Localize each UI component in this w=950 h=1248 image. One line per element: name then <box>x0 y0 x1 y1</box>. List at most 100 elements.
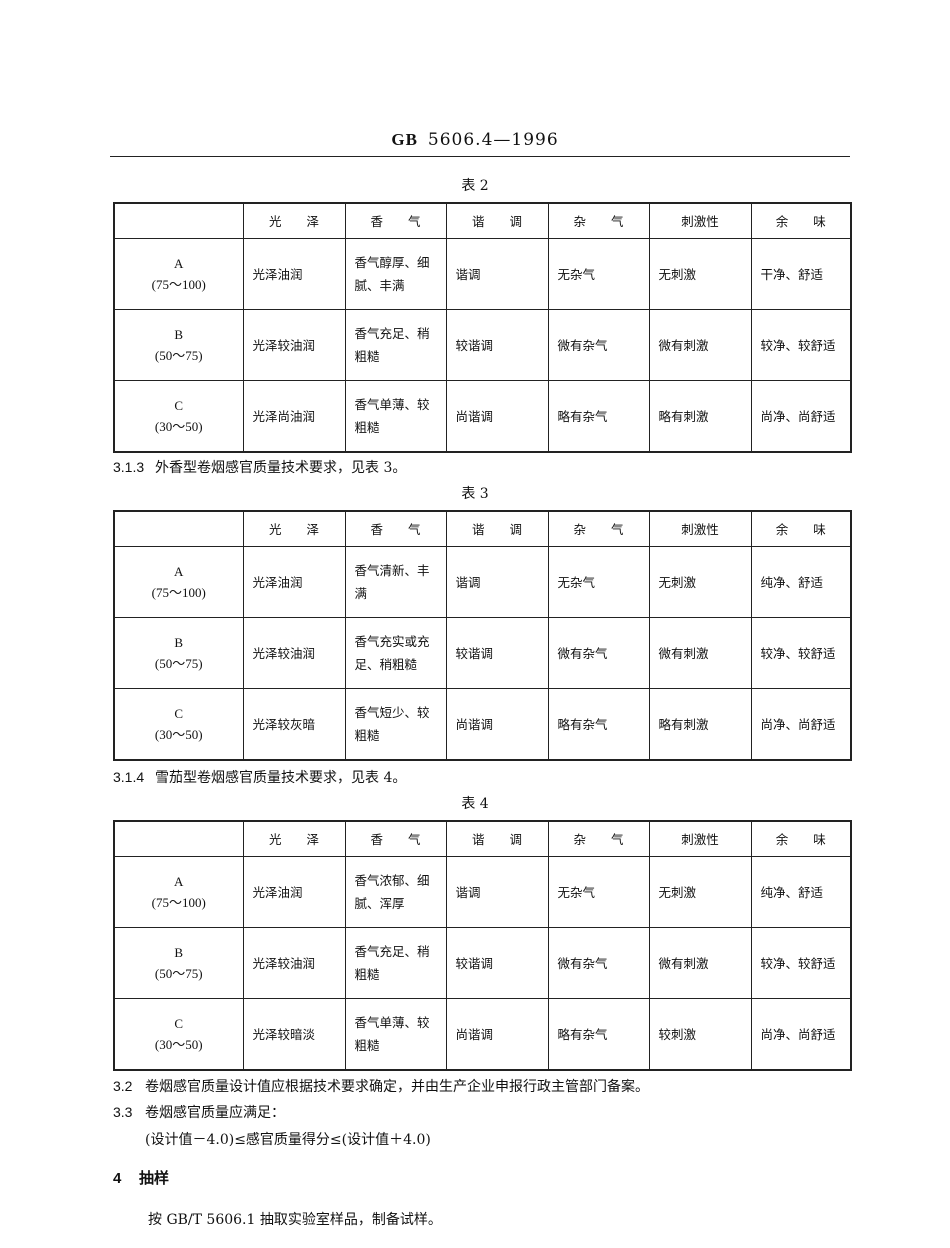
column-header: 香 气 <box>344 510 447 547</box>
grade-cell: C (30～50) <box>113 380 244 453</box>
table-cell: 略有杂气 <box>547 688 650 761</box>
table-cell: 微有杂气 <box>547 309 650 381</box>
header-code: 5606.4—1996 <box>427 130 559 150</box>
column-header: 刺激性 <box>648 510 752 547</box>
table-3-caption: 表 3 <box>461 486 489 502</box>
grade-range: (75～100) <box>151 585 206 600</box>
grade-label: B <box>174 635 184 650</box>
table-cell: 光泽油润 <box>242 546 346 618</box>
paragraph-3-1-3: 3.1.3 外香型卷烟感官质量技术要求，见表 3。 <box>113 457 406 477</box>
table-row: B (50～75) 光泽较油润 香气充实或充足、稍粗糙 较谐调 微有杂气 微有刺激 较净、较舒… <box>113 617 852 689</box>
table-cell: 香气充实或充足、稍粗糙 <box>344 617 447 689</box>
table-cell: 微有刺激 <box>648 927 752 999</box>
table-cell: 香气浓郁、细腻、浑厚 <box>344 856 447 928</box>
grade-label: C <box>174 706 184 721</box>
table-row: A (75～100) 光泽油润 香气浓郁、细腻、浑厚 谐调 无杂气 无刺激 纯净、舒适 <box>113 856 852 928</box>
table-cell: 尚谐调 <box>445 998 549 1071</box>
table-cell: 微有杂气 <box>547 617 650 689</box>
table-cell: 尚净、尚舒适 <box>750 380 852 453</box>
grade-cell: B (50～75) <box>113 309 244 381</box>
table-cell: 光泽较暗淡 <box>242 998 346 1071</box>
table-cell: 较净、较舒适 <box>750 617 852 689</box>
table-cell: 较刺激 <box>648 998 752 1071</box>
table-cell: 无刺激 <box>648 546 752 618</box>
table-cell: 香气清新、丰满 <box>344 546 447 618</box>
column-header <box>113 202 244 239</box>
table-cell: 尚谐调 <box>445 688 549 761</box>
grade-label: B <box>174 327 184 342</box>
grade-range: (30～50) <box>154 727 203 742</box>
header-row: 光 泽香 气谐 调杂 气刺激性余 味 <box>113 510 852 547</box>
table-3: 光 泽香 气谐 调杂 气刺激性余 味 A (75～100) 光泽油润 香气清新、丰满 谐调… <box>113 510 852 761</box>
table-cell: 略有刺激 <box>648 688 752 761</box>
paragraph-3-3: 3.3 卷烟感官质量应满足： <box>113 1102 285 1122</box>
section-number: 4 <box>113 1170 122 1187</box>
table-cell: 微有刺激 <box>648 617 752 689</box>
table-cell: 光泽较灰暗 <box>242 688 346 761</box>
section-4-heading: 4 抽样 <box>113 1167 169 1188</box>
paragraph-text: 卷烟感官质量应满足： <box>145 1105 285 1121</box>
table-4: 光 泽香 气谐 调杂 气刺激性余 味 A (75～100) 光泽油润 香气浓郁、细腻、浑… <box>113 820 852 1071</box>
grade-range: (30～50) <box>154 1037 203 1052</box>
table-cell: 香气短少、较粗糙 <box>344 688 447 761</box>
column-header: 谐 调 <box>445 510 549 547</box>
table-cell: 尚谐调 <box>445 380 549 453</box>
grade-cell: C (30～50) <box>113 998 244 1071</box>
column-header: 刺激性 <box>648 202 752 239</box>
table-cell: 微有杂气 <box>547 927 650 999</box>
grade-cell: A (75～100) <box>113 546 244 618</box>
table-cell: 较谐调 <box>445 617 549 689</box>
grade-label: B <box>174 945 184 960</box>
header-row: 光 泽香 气谐 调杂 气刺激性余 味 <box>113 820 852 857</box>
column-header <box>113 510 244 547</box>
table-4-caption: 表 4 <box>461 796 489 812</box>
table-row: A (75～100) 光泽油润 香气清新、丰满 谐调 无杂气 无刺激 纯净、舒适 <box>113 546 852 618</box>
table-cell: 较净、较舒适 <box>750 927 852 999</box>
table-cell: 无刺激 <box>648 238 752 310</box>
table-cell: 微有刺激 <box>648 309 752 381</box>
table-cell: 光泽尚油润 <box>242 380 346 453</box>
table-cell: 光泽油润 <box>242 856 346 928</box>
column-header: 香 气 <box>344 820 447 857</box>
column-header: 杂 气 <box>547 510 650 547</box>
grade-label: C <box>174 398 184 413</box>
column-header: 光 泽 <box>242 510 346 547</box>
table-row: B (50～75) 光泽较油润 香气充足、稍粗糙 较谐调 微有杂气 微有刺激 较净、较舒适 <box>113 927 852 999</box>
table-cell: 尚净、尚舒适 <box>750 688 852 761</box>
table-cell: 无杂气 <box>547 546 650 618</box>
table-cell: 香气单薄、较粗糙 <box>344 998 447 1071</box>
column-header: 谐 调 <box>445 820 549 857</box>
table-cell: 纯净、舒适 <box>750 546 852 618</box>
column-header: 光 泽 <box>242 202 346 239</box>
paragraph-text: 外香型卷烟感官质量技术要求，见表 3。 <box>155 460 407 476</box>
grade-cell: A (75～100) <box>113 238 244 310</box>
paragraph-text: 卷烟感官质量设计值应根据技术要求确定，并由生产企业申报行政主管部门备案。 <box>145 1079 649 1095</box>
column-header: 杂 气 <box>547 820 650 857</box>
table-cell: 谐调 <box>445 238 549 310</box>
column-header: 余 味 <box>750 202 852 239</box>
column-header: 光 泽 <box>242 820 346 857</box>
grade-range: (50～75) <box>154 348 203 363</box>
header-prefix: GB <box>391 130 418 149</box>
table-row: B (50～75) 光泽较油润 香气充足、稍粗糙 较谐调 微有杂气 微有刺激 较净、较舒适 <box>113 309 852 381</box>
table-cell: 干净、舒适 <box>750 238 852 310</box>
section-number: 3.2 <box>113 1078 133 1094</box>
table-cell: 较谐调 <box>445 309 549 381</box>
table-cell: 尚净、尚舒适 <box>750 998 852 1071</box>
grade-range: (75～100) <box>151 277 206 292</box>
column-header: 余 味 <box>750 820 852 857</box>
table-cell: 谐调 <box>445 546 549 618</box>
table-cell: 较净、较舒适 <box>750 309 852 381</box>
table-cell: 略有杂气 <box>547 998 650 1071</box>
section-number: 3.1.3 <box>113 459 145 475</box>
column-header: 余 味 <box>750 510 852 547</box>
paragraph-text: 雪茄型卷烟感官质量技术要求，见表 4。 <box>155 770 407 786</box>
grade-label: C <box>174 1016 184 1031</box>
table-2: 光 泽香 气谐 调杂 气刺激性余 味 A (75～100) 光泽油润 香气醇厚、细腻、丰… <box>113 202 852 453</box>
table-cell: 香气充足、稍粗糙 <box>344 309 447 381</box>
table-row: C (30～50) 光泽尚油润 香气单薄、较粗糙 尚谐调 略有杂气 略有刺激 尚净、尚舒适 <box>113 380 852 453</box>
table-cell: 光泽较油润 <box>242 309 346 381</box>
table-row: C (30～50) 光泽较灰暗 香气短少、较粗糙 尚谐调 略有杂气 略有刺激 尚净、尚舒适 <box>113 688 852 761</box>
formula: (设计值－4.0)≤感官质量得分≤(设计值＋4.0) <box>145 1132 431 1148</box>
table-cell: 较谐调 <box>445 927 549 999</box>
